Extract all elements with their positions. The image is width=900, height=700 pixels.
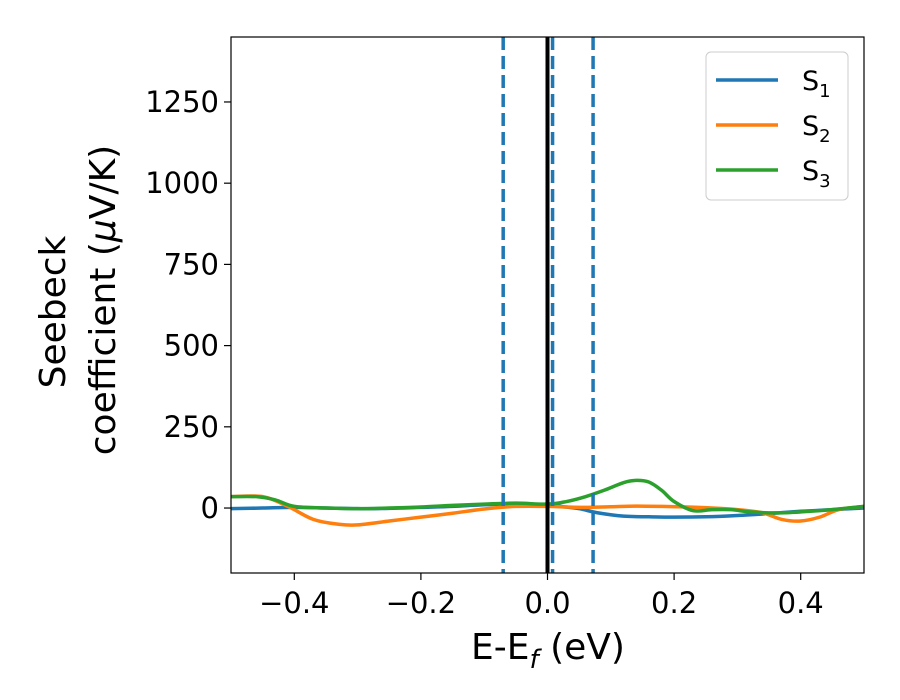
legend-label-s2: S2 bbox=[802, 111, 831, 147]
legend-label-main: S bbox=[802, 111, 819, 142]
x-tick-label: −0.4 bbox=[259, 586, 329, 620]
y-tick-label: 500 bbox=[164, 329, 219, 363]
y-tick-label: 1000 bbox=[145, 166, 219, 200]
reference-lines bbox=[501, 37, 595, 573]
legend-label-sub: 1 bbox=[819, 81, 830, 102]
x-axis: −0.4 −0.2 0.0 0.2 0.4 bbox=[259, 573, 824, 620]
y-tick-label: 1250 bbox=[145, 85, 219, 119]
legend-label-s3: S3 bbox=[802, 156, 831, 192]
legend-label-sub: 2 bbox=[819, 126, 830, 147]
legend-label-sub: 3 bbox=[819, 171, 830, 192]
y-axis-label-line1: Seebeck bbox=[33, 235, 74, 388]
legend-label-main: S bbox=[802, 156, 819, 187]
x-tick-label: 0.0 bbox=[524, 586, 570, 620]
y-axis-label-mu: μ bbox=[83, 219, 124, 243]
x-tick-label: −0.2 bbox=[386, 586, 456, 620]
y-tick-label: 250 bbox=[164, 410, 219, 444]
y-axis: 0 250 500 750 1000 1250 bbox=[145, 85, 231, 525]
x-tick-label: 0.4 bbox=[778, 586, 824, 620]
plot-area bbox=[231, 478, 864, 527]
y-axis-label-unit: V/K) bbox=[83, 145, 124, 219]
series-line-s2 bbox=[231, 494, 864, 527]
y-axis-label-line2: coefficient (μV/K) bbox=[83, 145, 124, 455]
y-tick-label: 750 bbox=[164, 247, 219, 281]
y-axis-label-prefix: coefficient ( bbox=[83, 242, 124, 455]
x-axis-label: E-Ef (eV) bbox=[471, 627, 625, 675]
legend-label-main: S bbox=[802, 66, 819, 97]
legend-label-s1: S1 bbox=[802, 66, 831, 102]
y-tick-label: 0 bbox=[201, 491, 219, 525]
x-tick-label: 0.2 bbox=[651, 586, 697, 620]
x-axis-label-unit: (eV) bbox=[539, 627, 625, 668]
x-axis-label-main: E-E bbox=[471, 627, 529, 668]
series-line-s3 bbox=[231, 478, 864, 515]
